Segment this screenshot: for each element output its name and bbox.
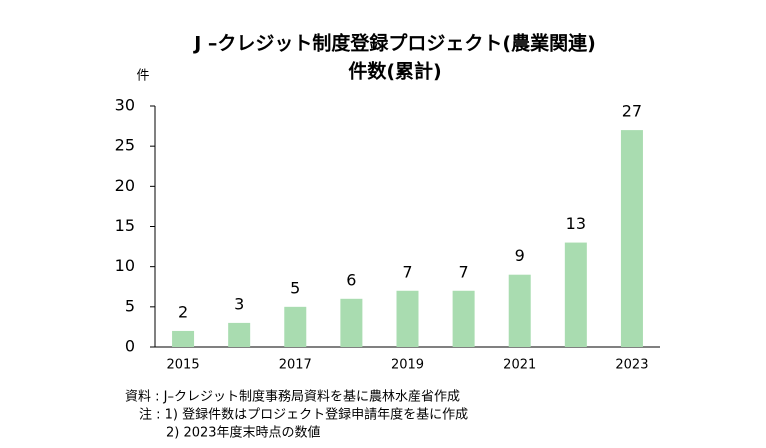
value-label: 5 (290, 278, 300, 297)
chart-title: J –クレジット制度登録プロジェクト(農業関連) (192, 32, 596, 55)
bar (564, 242, 587, 347)
value-label: 9 (515, 246, 525, 265)
bar (452, 290, 475, 347)
y-tick-label: 20 (115, 176, 135, 195)
chart-subtitle: 件数(累計) (348, 60, 441, 83)
x-tick-label: 2019 (391, 358, 424, 373)
x-tick-label: 2021 (503, 358, 536, 373)
value-label: 7 (402, 262, 412, 281)
bar (508, 274, 531, 347)
value-label: 7 (459, 262, 469, 281)
value-label: 3 (234, 294, 244, 313)
bar (284, 306, 307, 347)
value-label: 13 (566, 214, 586, 233)
y-tick-label: 25 (115, 136, 135, 155)
note: 2) 2023年度末時点の数値 (166, 425, 321, 441)
value-label: 6 (346, 270, 356, 289)
bar (172, 330, 195, 347)
value-label: 2 (178, 302, 188, 321)
y-axis-label: 件 (136, 69, 149, 84)
y-tick-label: 30 (115, 96, 135, 115)
source-note: 資料 : J–クレジット制度事務局資料を基に農林水産省作成 (125, 389, 460, 405)
bar (396, 290, 419, 347)
note: 注 : 1) 登録件数はプロジェクト登録申請年度を基に作成 (139, 407, 468, 423)
y-tick-label: 0 (125, 337, 135, 356)
y-tick-label: 15 (115, 216, 135, 235)
bar (620, 130, 643, 347)
bar (228, 322, 251, 347)
x-tick-label: 2023 (615, 358, 648, 373)
y-tick-label: 5 (125, 296, 135, 315)
y-tick-label: 10 (115, 256, 135, 275)
x-tick-label: 2017 (279, 358, 312, 373)
bar (340, 298, 363, 347)
value-label: 27 (622, 102, 642, 121)
x-tick-label: 2015 (167, 358, 200, 373)
